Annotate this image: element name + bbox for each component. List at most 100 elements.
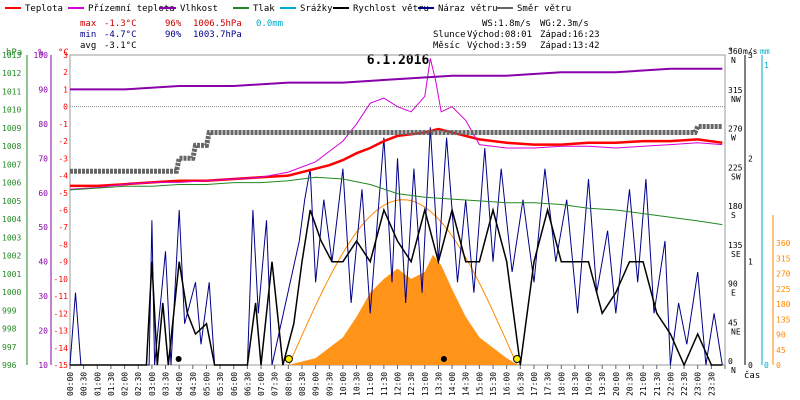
- x-tick-label: 03:00: [148, 372, 157, 396]
- dir-compass-label: S: [731, 211, 736, 220]
- legend-label-vlhkost: Vlhkost: [180, 4, 218, 14]
- pct-tick-label: 30: [38, 292, 48, 301]
- pct-tick-label: 70: [38, 154, 48, 163]
- temp-tick-label: -11: [54, 292, 69, 301]
- moonrise-value: Východ:3:59: [467, 41, 527, 51]
- legend-label-naraz: Náraz větru: [438, 4, 498, 14]
- dir-tick-label: 360: [728, 47, 743, 56]
- axes: hPa% °C9969979989991000100110021003100410…: [2, 47, 791, 396]
- x-tick-label: 03:30: [162, 372, 171, 396]
- pct-tick-label: 40: [38, 258, 48, 267]
- chart-title: 6.1.2016: [367, 53, 430, 68]
- dir-compass-label: N: [731, 56, 736, 65]
- x-axis-label: čas: [744, 370, 760, 381]
- dir-compass-label: NW: [731, 95, 741, 104]
- temp-tick-label: -12: [54, 309, 69, 318]
- temp-tick-label: -14: [54, 344, 69, 353]
- x-tick-label: 19:00: [585, 372, 594, 396]
- dir-compass-label: SE: [731, 250, 741, 259]
- moonset-marker: [440, 356, 447, 362]
- x-tick-label: 11:30: [380, 372, 389, 396]
- stat-max-press: 1006.5hPa: [193, 19, 242, 29]
- temp-tick-label: 0: [63, 103, 68, 112]
- wind-tick-label: 0: [748, 361, 753, 370]
- wg-value: WG:2.3m/s: [540, 19, 589, 29]
- stat-min-hum: 90%: [165, 30, 182, 40]
- x-tick-label: 06:00: [230, 372, 239, 396]
- stats-block: max -1.3°C 96% 1006.5hPa 0.0mm min -4.7°…: [80, 19, 283, 51]
- moonset-value: Západ:13:42: [540, 41, 600, 51]
- sun-tick-label: 180: [776, 300, 791, 309]
- temp-tick-label: -6: [58, 206, 68, 215]
- pct-tick-label: 60: [38, 189, 48, 198]
- sun-tick-label: 135: [776, 315, 791, 324]
- x-tick-label: 14:30: [462, 372, 471, 396]
- temp-tick-label: -2: [58, 137, 68, 146]
- dir-compass-label: NE: [731, 327, 741, 336]
- sun-tick-label: 315: [776, 254, 791, 263]
- moonrise-marker: [175, 356, 182, 362]
- sun-radiation-area: [288, 254, 518, 365]
- series-teplota: [70, 127, 723, 188]
- hpa-tick-label: 1000: [2, 288, 21, 297]
- x-tick-label: 19:30: [598, 372, 607, 396]
- hpa-tick-label: 1003: [2, 233, 21, 242]
- hpa-tick-label: 1008: [2, 142, 21, 151]
- legend-label-smer: Směr větru: [517, 4, 571, 14]
- sun-tick-label: 0: [776, 361, 781, 370]
- hpa-tick-label: 1001: [2, 270, 21, 279]
- sun-tick-label: 360: [776, 239, 791, 248]
- pct-tick-label: 50: [38, 223, 48, 232]
- legend-label-tlak: Tlak: [253, 4, 275, 14]
- x-tick-label: 12:00: [394, 372, 403, 396]
- moon-label: Měsíc: [433, 41, 460, 51]
- x-tick-label: 05:30: [216, 372, 225, 396]
- hpa-tick-label: 1009: [2, 124, 21, 133]
- wind-tick-label: 1: [748, 258, 753, 267]
- temp-tick-label: -5: [58, 189, 68, 198]
- stat-min-label: min: [80, 30, 96, 40]
- hpa-tick-label: 997: [2, 343, 17, 352]
- hpa-tick-label: 1011: [2, 87, 21, 96]
- temp-tick-label: -8: [58, 240, 68, 249]
- wind-tick-label: 2: [748, 154, 753, 163]
- x-tick-label: 20:00: [612, 372, 621, 396]
- dir-tick-label: 180: [728, 202, 743, 211]
- x-tick-label: 16:00: [503, 372, 512, 396]
- series-pocitova: [69, 58, 723, 190]
- temp-tick-label: 3: [63, 51, 68, 60]
- x-tick-label: 07:30: [271, 372, 280, 396]
- rain-tick-label: 0: [764, 361, 769, 370]
- temp-tick-label: 2: [63, 68, 68, 77]
- x-tick-label: 09:00: [312, 372, 321, 396]
- x-tick-label: 10:30: [353, 372, 362, 396]
- x-tick-label: 15:30: [489, 372, 498, 396]
- x-tick-label: 01:30: [107, 372, 116, 396]
- wind-tick-label: 3: [748, 51, 753, 60]
- legend-label-rychlost: Rychlost větru: [353, 4, 429, 14]
- sun-curve: [288, 199, 518, 366]
- sunset-value: Západ:16:23: [540, 30, 600, 40]
- dir-tick-label: 225: [728, 163, 743, 172]
- hpa-axis-unit: hPa: [6, 48, 22, 58]
- sunset-marker: [513, 355, 522, 363]
- x-tick-label: 02:00: [121, 372, 130, 396]
- x-tick-label: 10:00: [339, 372, 348, 396]
- sun-tick-label: 225: [776, 285, 791, 294]
- temp-tick-label: -3: [58, 154, 68, 163]
- dir-compass-label: W: [731, 134, 736, 143]
- dir-tick-label: 45: [728, 318, 738, 327]
- hpa-tick-label: 1006: [2, 179, 21, 188]
- temp-tick-label: -9: [58, 258, 68, 267]
- series-tlak: [69, 176, 723, 226]
- dir-compass-label: E: [731, 289, 736, 298]
- x-tick-label: 18:00: [557, 372, 566, 396]
- temp-axis-unit: °C: [58, 48, 69, 58]
- stat-min-press: 1003.7hPa: [193, 30, 242, 40]
- stat-avg-label: avg: [80, 41, 96, 51]
- pct-axis-unit: %: [38, 48, 44, 58]
- plot-area: [69, 58, 723, 367]
- series-naraz: [69, 127, 723, 366]
